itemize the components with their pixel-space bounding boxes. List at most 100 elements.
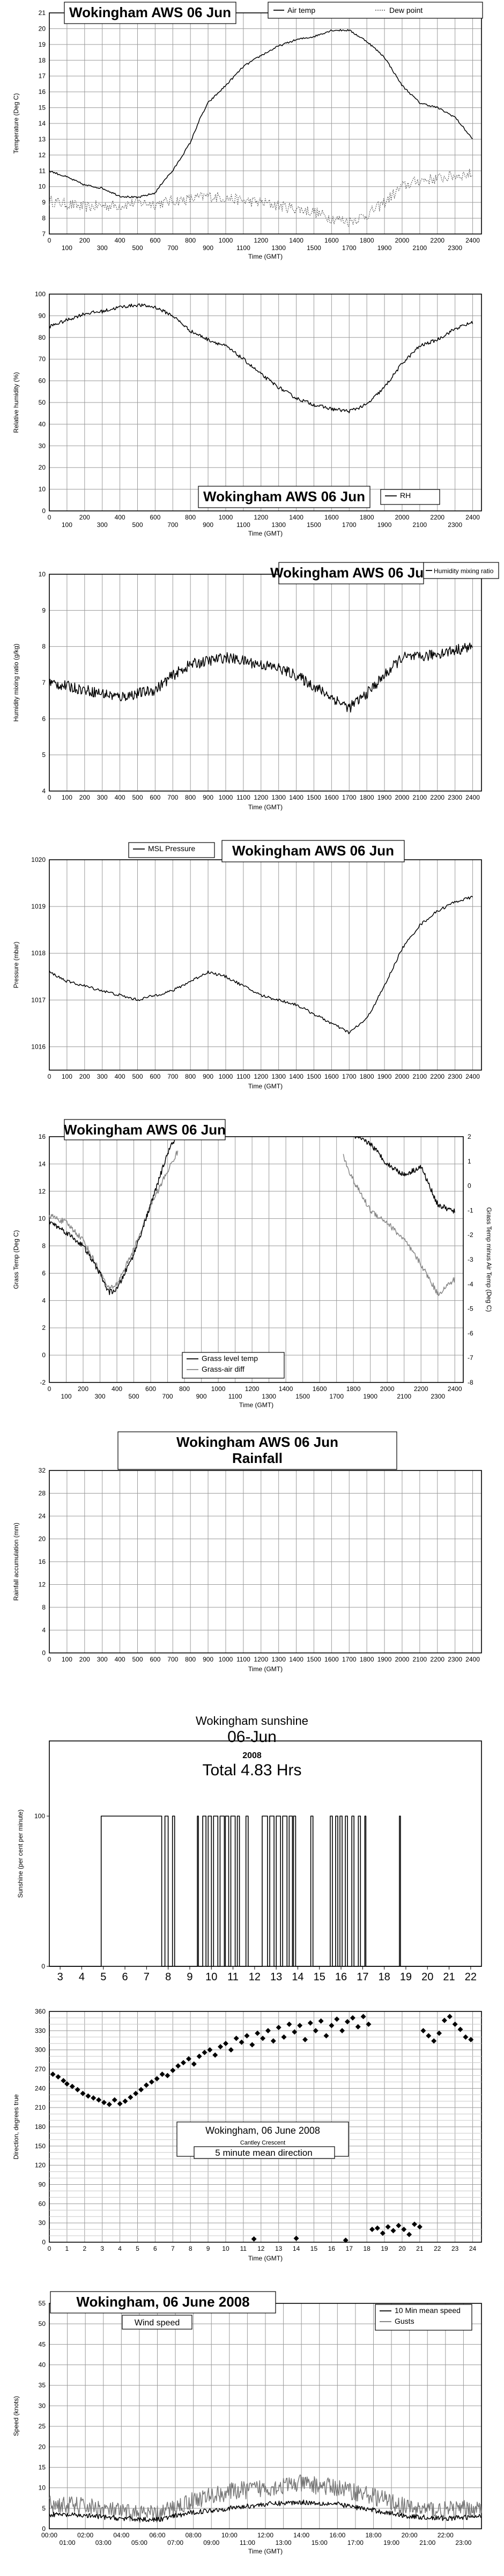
direction-point (297, 2023, 303, 2029)
chart-title: Wokingham AWS 06 Jun (64, 1122, 226, 1138)
y-tick-label: 19 (39, 41, 46, 48)
x-tick-label: 1400 (289, 237, 303, 244)
x-axis-label: Time (GMT) (248, 1082, 283, 1090)
x-tick-label: 500 (132, 244, 143, 252)
x-tick-label: 1600 (324, 1656, 339, 1663)
y-tick-label: 60 (39, 2200, 46, 2207)
x-tick-label: 1500 (295, 1393, 310, 1400)
y2-tick-label: -1 (468, 1206, 473, 1214)
direction-point (380, 2230, 386, 2236)
x-tick-label: 2400 (465, 794, 480, 801)
direction-point (80, 2090, 86, 2096)
sunshine-trace (49, 1816, 481, 1967)
x-tick-label: 1000 (219, 514, 233, 521)
legend-box (375, 2304, 472, 2331)
y-axis-label: Sunshine (per cent per minute) (17, 1810, 24, 1898)
x-tick-label: 1100 (236, 1656, 250, 1663)
gridlines (49, 1136, 463, 1383)
x-tick-label: 2200 (414, 1385, 428, 1393)
direction-point (143, 2082, 149, 2088)
x-tick-label: 1 (65, 2245, 69, 2252)
y-axis-label: Temperature (Deg C) (12, 93, 20, 154)
y-tick-label: 21 (39, 9, 46, 17)
x-tick-label: 900 (203, 1073, 213, 1080)
x-tick-label: 15 (310, 2245, 318, 2252)
note-box (194, 2146, 335, 2159)
title-box (64, 1119, 226, 1140)
direction-point (249, 2042, 255, 2048)
x-tick-label: 1200 (245, 1385, 260, 1393)
grass-air-diff-line (49, 1150, 455, 1296)
y-tick-label: 330 (35, 2027, 46, 2035)
y-tick-label: 5 (42, 751, 46, 759)
direction-point (369, 2227, 375, 2233)
x-tick-label: 1600 (324, 237, 339, 244)
x-tick-label: 400 (115, 794, 125, 801)
direction-point (334, 2016, 340, 2022)
x-tick-label: 17 (357, 1971, 368, 1983)
x-tick-label: 900 (203, 521, 213, 529)
direction-point (149, 2079, 154, 2085)
direction-point (350, 2015, 355, 2021)
direction-point (286, 2021, 292, 2027)
x-tick-label: 600 (150, 1073, 160, 1080)
direction-point (329, 2023, 335, 2029)
x-tick-label: 600 (150, 514, 160, 521)
y-tick-label: 15 (39, 104, 46, 112)
direction-point (218, 2044, 224, 2050)
direction-point (154, 2076, 160, 2082)
x-tick-label: 1700 (342, 1073, 357, 1080)
x-tick-label: 20:00 (402, 2531, 418, 2539)
x-tick-label: 2400 (465, 514, 480, 521)
x-tick-label: 18:00 (365, 2531, 381, 2539)
x-tick-label: 200 (79, 1656, 90, 1663)
x-tick-label: 800 (185, 1656, 196, 1663)
x-tick-label: 14 (293, 2245, 300, 2252)
x-tick-label: 1400 (289, 794, 303, 801)
direction-point (374, 2225, 380, 2231)
x-tick-label: 100 (62, 1073, 72, 1080)
direction-point (318, 2018, 324, 2024)
x-tick-label: 09:00 (203, 2539, 219, 2546)
chart-temperature: 7 8 9 10 11 12 13 14 15 16 17 18 19 20 21 0 200 400 600 800… (0, 0, 504, 278)
x-tick-label: 1500 (307, 1073, 321, 1080)
legend-box (182, 1352, 285, 1379)
y-tick-label: 55 (39, 2300, 46, 2307)
direction-point (75, 2087, 80, 2092)
x-tick-label: 10 (222, 2245, 229, 2252)
x-tick-label: 100 (62, 794, 72, 801)
x-tick-label: 06:00 (149, 2531, 165, 2539)
direction-point (293, 2235, 299, 2241)
direction-point (260, 2036, 266, 2041)
x-tick-label: 1900 (363, 1393, 377, 1400)
y-tick-label: 210 (35, 2104, 46, 2111)
x-tick-label: 2100 (413, 1656, 427, 1663)
chart-grass-temperature: -2 0 2 4 6 8 10 12 14 16 0 200 400 600 800 1000 1200 1400… (0, 1117, 504, 1429)
y-tick-label: 11 (39, 167, 46, 174)
y-tick-label: 14 (39, 120, 46, 127)
y-tick-label: 5 (42, 2505, 46, 2512)
title: Wokingham, 06 June 2008 Cantley Crescent 5… (176, 2121, 349, 2159)
x-tick-label: 2100 (413, 521, 427, 529)
x-tick-label: 700 (167, 1656, 178, 1663)
x-tick-label: 08:00 (186, 2531, 202, 2539)
x-tick-label: 11 (227, 1971, 239, 1983)
direction-point (96, 2097, 102, 2103)
x-tick-label: 2000 (380, 1385, 395, 1393)
x-tick-label: 1600 (313, 1385, 327, 1393)
direction-point (128, 2095, 134, 2101)
legend-label: Humidity mixing ratio (434, 567, 494, 575)
direction-point (85, 2093, 91, 2099)
legend-label: RH (400, 491, 411, 500)
direction-point (106, 2102, 112, 2107)
legend: RH (380, 489, 440, 505)
y-tick-label: 20 (39, 2443, 46, 2450)
y-tick-label: 1019 (31, 903, 46, 910)
x-axis-label: Time (GMT) (239, 1401, 273, 1409)
x-tick-label: 1100 (228, 1393, 242, 1400)
y2-tick-label: -2 (468, 1231, 473, 1239)
chart-note: 5 minute mean direction (215, 2148, 312, 2158)
